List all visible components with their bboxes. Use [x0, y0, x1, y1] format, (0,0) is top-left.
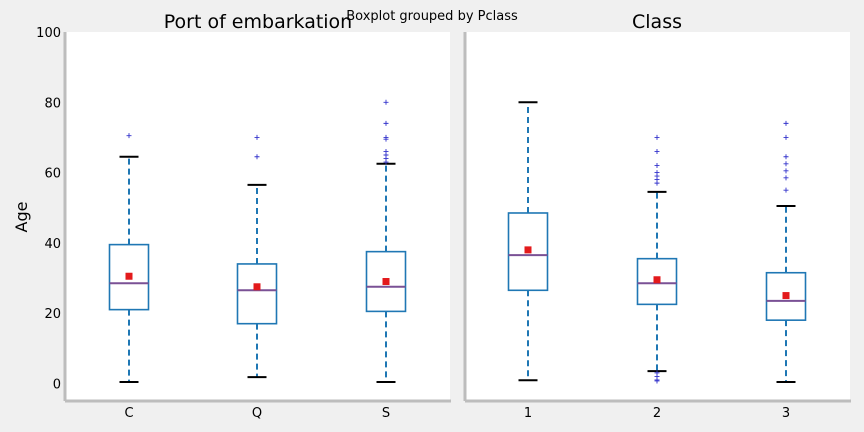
mean-marker — [782, 292, 790, 300]
y-tick-label: 20 — [44, 307, 61, 322]
mean-marker — [524, 246, 532, 254]
outlier-marker — [383, 148, 389, 154]
box-iqr — [108, 243, 150, 311]
outlier-marker — [383, 120, 389, 126]
outlier-marker — [783, 187, 789, 193]
x-tick-label: C — [124, 406, 133, 421]
mean-marker — [253, 283, 261, 291]
y-tick-label: 40 — [44, 237, 61, 252]
outlier-marker — [783, 161, 789, 167]
box-iqr — [507, 212, 549, 292]
box-iqr — [236, 263, 278, 325]
outlier-marker — [783, 154, 789, 160]
outlier-marker — [654, 148, 660, 154]
outlier-marker — [783, 168, 789, 174]
outlier-marker — [654, 370, 660, 376]
x-tick-label: 1 — [524, 406, 532, 421]
outlier-marker — [654, 170, 660, 176]
x-tick-label: 2 — [653, 406, 661, 421]
outlier-marker — [783, 120, 789, 126]
subplot-port-of-embarkation: Port of embarkation Age 0 20 40 60 80 100 C Q S — [12, 11, 451, 421]
mean-marker — [125, 272, 133, 280]
box-marks-left: 0 20 40 60 80 100 C Q S — [36, 26, 407, 421]
chart-suptitle: Boxplot grouped by Pclass — [346, 9, 518, 24]
y-tick-label: 100 — [36, 26, 61, 41]
box-iqr — [365, 250, 407, 313]
outlier-marker — [254, 134, 260, 140]
mean-marker — [382, 278, 390, 286]
subplot-class: Class 1 2 3 — [463, 11, 851, 421]
outlier-marker — [783, 175, 789, 181]
outlier-marker — [383, 134, 389, 140]
y-tick-label: 0 — [53, 377, 61, 392]
outlier-marker — [254, 154, 260, 160]
outlier-marker — [383, 99, 389, 105]
x-tick-label: S — [382, 406, 390, 421]
y-axis-label: Age — [12, 202, 31, 233]
x-tick-label: 3 — [782, 406, 790, 421]
outlier-marker — [654, 163, 660, 169]
outlier-marker — [126, 133, 132, 139]
box-iqr — [765, 271, 807, 321]
subplot-title-right: Class — [632, 11, 682, 33]
outlier-marker — [783, 134, 789, 140]
box-iqr — [636, 257, 678, 306]
outlier-marker — [654, 134, 660, 140]
subplot-title-left: Port of embarkation — [164, 11, 352, 33]
y-tick-label: 60 — [44, 167, 61, 182]
box-marks-right: 1 2 3 — [507, 101, 807, 421]
mean-marker — [653, 276, 661, 284]
x-tick-label: Q — [252, 406, 262, 421]
y-tick-label: 80 — [44, 96, 61, 111]
